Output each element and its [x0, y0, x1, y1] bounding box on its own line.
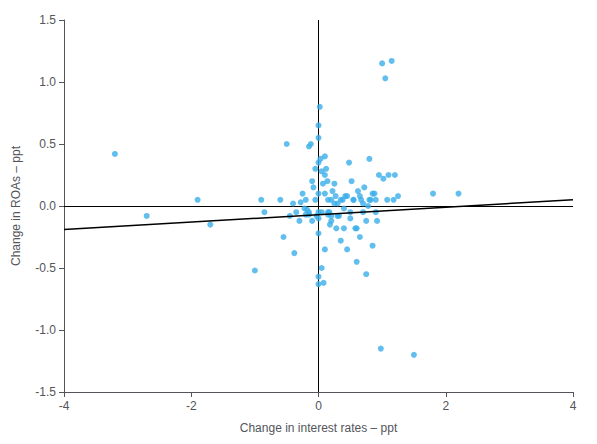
svg-text:1.5: 1.5 [39, 13, 56, 27]
svg-text:Change in interest rates – ppt: Change in interest rates – ppt [240, 421, 398, 435]
svg-text:0: 0 [315, 399, 322, 413]
svg-text:-1.0: -1.0 [35, 323, 56, 337]
svg-text:-2: -2 [186, 399, 197, 413]
svg-text:Change in ROAs – ppt: Change in ROAs – ppt [9, 145, 23, 266]
svg-text:0.5: 0.5 [39, 137, 56, 151]
svg-text:-0.5: -0.5 [35, 261, 56, 275]
svg-text:1.0: 1.0 [39, 75, 56, 89]
svg-text:4: 4 [570, 399, 577, 413]
svg-text:-4: -4 [59, 399, 70, 413]
svg-text:-1.5: -1.5 [35, 385, 56, 399]
svg-text:2: 2 [442, 399, 449, 413]
svg-text:0.0: 0.0 [39, 199, 56, 213]
